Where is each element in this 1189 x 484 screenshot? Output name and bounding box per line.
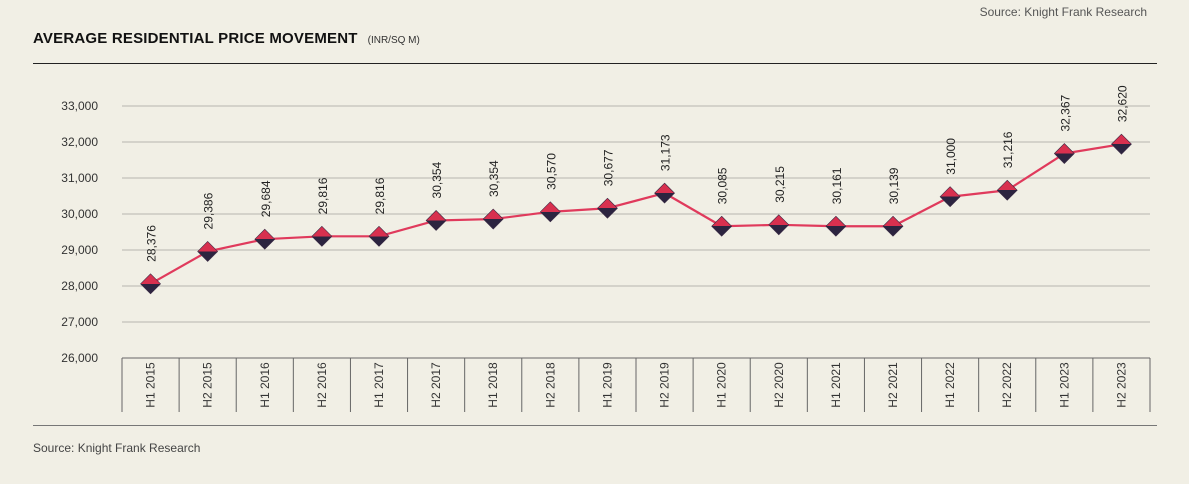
- x-tick-label: H2 2019: [658, 362, 672, 408]
- data-label: 29,816: [316, 177, 330, 214]
- x-tick-label: H2 2020: [772, 362, 786, 408]
- data-point-marker: [197, 241, 219, 262]
- data-point-marker: [368, 225, 390, 247]
- data-label: 30,215: [773, 166, 787, 203]
- data-point-marker: [882, 215, 904, 237]
- data-label: 32,620: [1115, 85, 1129, 122]
- chart-title: AVERAGE RESIDENTIAL PRICE MOVEMENT: [33, 30, 358, 47]
- data-label: 31,216: [1001, 131, 1015, 168]
- x-tick-label: H2 2022: [1000, 362, 1014, 408]
- data-label: 29,386: [202, 192, 216, 229]
- data-point-marker: [939, 186, 961, 208]
- y-tick-label: 32,000: [61, 135, 98, 149]
- x-tick-label: H2 2023: [1114, 362, 1128, 408]
- data-label: 30,354: [430, 161, 444, 198]
- x-tick-label: H2 2015: [201, 362, 215, 408]
- chart-title-row: AVERAGE RESIDENTIAL PRICE MOVEMENT (INR/…: [33, 30, 420, 47]
- data-point-marker: [996, 179, 1018, 201]
- data-point-marker: [1053, 143, 1075, 164]
- data-label: 30,354: [487, 160, 501, 197]
- data-point-marker: [768, 214, 790, 236]
- x-tick-label: H1 2017: [372, 362, 386, 408]
- data-label: 30,677: [601, 149, 615, 186]
- data-point-marker: [654, 182, 675, 204]
- data-label: 30,139: [887, 167, 901, 204]
- data-label: 32,367: [1058, 94, 1072, 131]
- title-divider: [33, 63, 1157, 64]
- x-tick-label: H1 2015: [144, 362, 158, 408]
- x-tick-label: H2 2018: [543, 362, 557, 408]
- y-tick-label: 31,000: [61, 171, 98, 185]
- y-tick-label: 29,000: [61, 243, 98, 257]
- data-point-marker: [140, 273, 161, 295]
- y-tick-label: 33,000: [61, 99, 98, 113]
- data-point-marker: [482, 208, 504, 230]
- data-point-marker: [539, 201, 561, 223]
- source-note-top: Source: Knight Frank Research: [979, 5, 1147, 19]
- data-label: 30,161: [830, 167, 844, 204]
- y-tick-label: 27,000: [61, 315, 98, 329]
- chart-unit: (INR/SQ M): [367, 35, 420, 46]
- x-tick-label: H1 2018: [486, 362, 500, 408]
- x-tick-label: H1 2020: [715, 362, 729, 408]
- x-tick-label: H2 2021: [886, 362, 900, 408]
- data-label: 31,000: [944, 138, 958, 175]
- data-label: 31,173: [659, 134, 673, 171]
- data-point-marker: [425, 210, 447, 231]
- x-tick-label: H1 2019: [600, 362, 614, 408]
- x-tick-label: H1 2021: [829, 362, 843, 408]
- data-label: 29,684: [259, 180, 273, 217]
- data-point-marker: [711, 215, 733, 237]
- x-tick-label: H2 2017: [429, 362, 443, 408]
- data-label: 29,816: [373, 177, 387, 214]
- x-tick-label: H1 2016: [258, 362, 272, 408]
- y-tick-label: 26,000: [61, 351, 98, 365]
- y-tick-label: 30,000: [61, 207, 98, 221]
- x-tick-label: H1 2022: [943, 362, 957, 408]
- footer-divider: [33, 425, 1157, 426]
- data-point-marker: [311, 225, 333, 247]
- data-label: 30,570: [544, 153, 558, 190]
- data-point-marker: [254, 228, 276, 250]
- data-point-marker: [825, 215, 847, 237]
- data-label: 28,376: [145, 225, 159, 262]
- data-point-marker: [1111, 133, 1132, 155]
- x-tick-label: H1 2023: [1057, 362, 1071, 408]
- source-note-bottom: Source: Knight Frank Research: [33, 441, 201, 455]
- data-label: 30,085: [716, 167, 730, 204]
- data-point-marker: [597, 197, 618, 219]
- y-tick-label: 28,000: [61, 279, 98, 293]
- x-tick-label: H2 2016: [315, 362, 329, 408]
